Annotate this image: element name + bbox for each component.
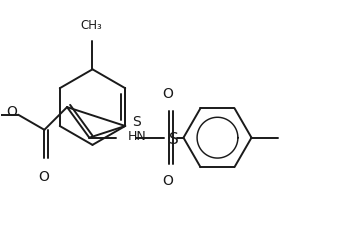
Text: HN: HN [127,130,146,143]
Text: O: O [38,170,49,184]
Text: O: O [6,105,17,119]
Text: O: O [163,87,173,101]
Text: O: O [163,174,173,188]
Text: S: S [169,132,179,147]
Text: S: S [132,115,141,129]
Text: CH₃: CH₃ [81,19,102,32]
